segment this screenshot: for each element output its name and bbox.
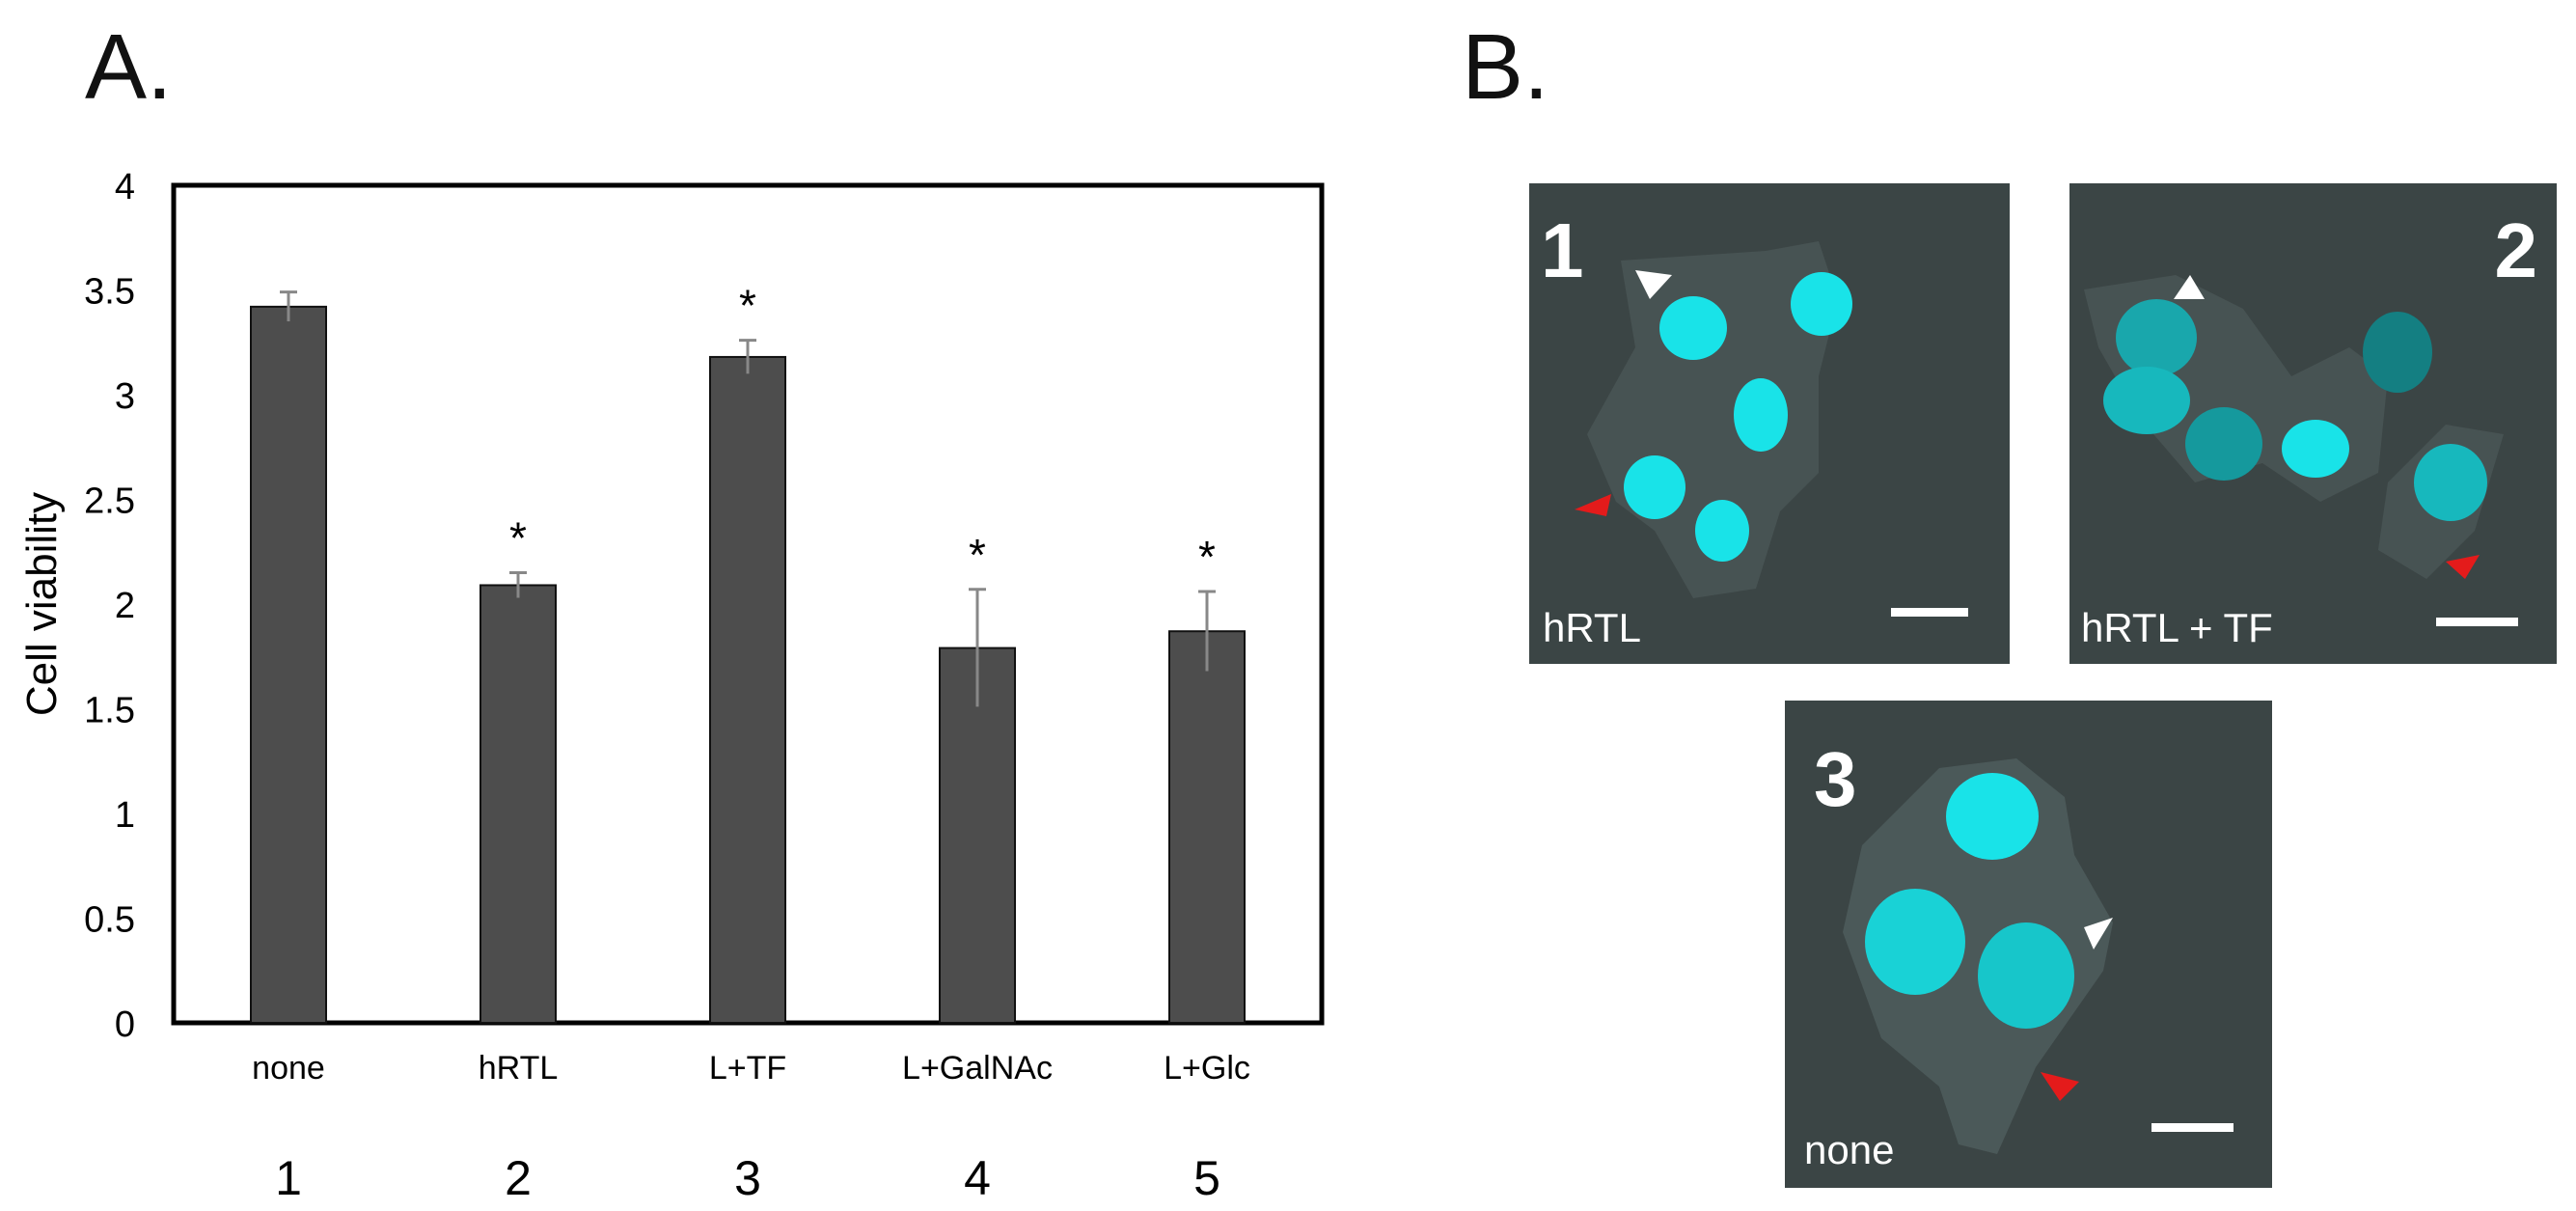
x-tick-label: hRTL bbox=[479, 1050, 559, 1087]
bar-l-galnac bbox=[939, 647, 1016, 1024]
cell-image-1 bbox=[1575, 241, 1852, 598]
arrowhead-white-icon bbox=[1635, 270, 1672, 299]
y-tick-label: 1 bbox=[115, 795, 135, 836]
y-tick-label: 1.5 bbox=[84, 691, 135, 731]
y-tick-label: 0 bbox=[115, 1005, 135, 1045]
significance-star: * bbox=[1198, 532, 1216, 582]
micrograph-caption: hRTL bbox=[1543, 605, 1641, 650]
significance-star: * bbox=[739, 281, 756, 331]
scale-bar bbox=[1891, 608, 1968, 617]
x-tick-label: L+TF bbox=[709, 1050, 786, 1087]
x-tick-label: L+Glc bbox=[1164, 1050, 1250, 1087]
significance-star: * bbox=[509, 512, 527, 563]
bar-l-glc bbox=[1168, 630, 1246, 1025]
arrowhead-white-icon bbox=[2084, 918, 2113, 950]
significance-star: * bbox=[969, 530, 986, 580]
micrograph-3: 3 none bbox=[1785, 701, 2272, 1188]
y-tick-label: 4 bbox=[115, 167, 135, 207]
micrograph-number: 3 bbox=[1814, 736, 1857, 822]
bar-chart: 0 0.5 1 1.5 2 2.5 3 3.5 4 * * * * none hRTL L+TF L+Gal… bbox=[18, 167, 1325, 1205]
cell-image-2 bbox=[2084, 275, 2504, 579]
micrograph-caption: none bbox=[1804, 1127, 1895, 1172]
scale-bar bbox=[2436, 618, 2518, 626]
bar-none bbox=[250, 305, 327, 1024]
lane-number: 5 bbox=[1193, 1151, 1220, 1205]
scale-bar bbox=[2151, 1123, 2233, 1132]
micrograph-caption: hRTL + TF bbox=[2081, 605, 2273, 650]
cell-image-3 bbox=[1843, 758, 2113, 1154]
arrowhead-white-icon bbox=[2174, 275, 2205, 299]
y-tick-label: 0.5 bbox=[84, 900, 135, 941]
micrograph-2: 2 hRTL + TF bbox=[2069, 183, 2557, 664]
y-tick-label: 2 bbox=[115, 586, 135, 626]
y-tick-label: 2.5 bbox=[84, 482, 135, 522]
lane-number: 2 bbox=[505, 1151, 532, 1205]
bar-l-tf bbox=[709, 355, 786, 1024]
arrowhead-red-icon bbox=[1575, 494, 1611, 516]
micrograph-1: 1 hRTL bbox=[1529, 183, 2010, 664]
bar-hrtl bbox=[480, 584, 557, 1024]
x-tick-label: none bbox=[252, 1050, 325, 1087]
lane-number: 4 bbox=[964, 1151, 991, 1205]
x-tick-label: L+GalNAc bbox=[902, 1050, 1053, 1087]
panel-a-label: A. bbox=[85, 15, 173, 119]
arrowhead-red-icon bbox=[2041, 1072, 2079, 1101]
arrowhead-red-icon bbox=[2446, 555, 2480, 579]
y-tick-label: 3.5 bbox=[84, 272, 135, 313]
micrograph-number: 1 bbox=[1541, 207, 1584, 293]
y-axis-label: Cell viability bbox=[18, 492, 66, 716]
lane-number: 3 bbox=[734, 1151, 761, 1205]
micrograph-number: 2 bbox=[2494, 207, 2538, 293]
lane-number: 1 bbox=[275, 1151, 302, 1205]
y-tick-label: 3 bbox=[115, 376, 135, 417]
panel-b-label: B. bbox=[1462, 15, 1549, 119]
